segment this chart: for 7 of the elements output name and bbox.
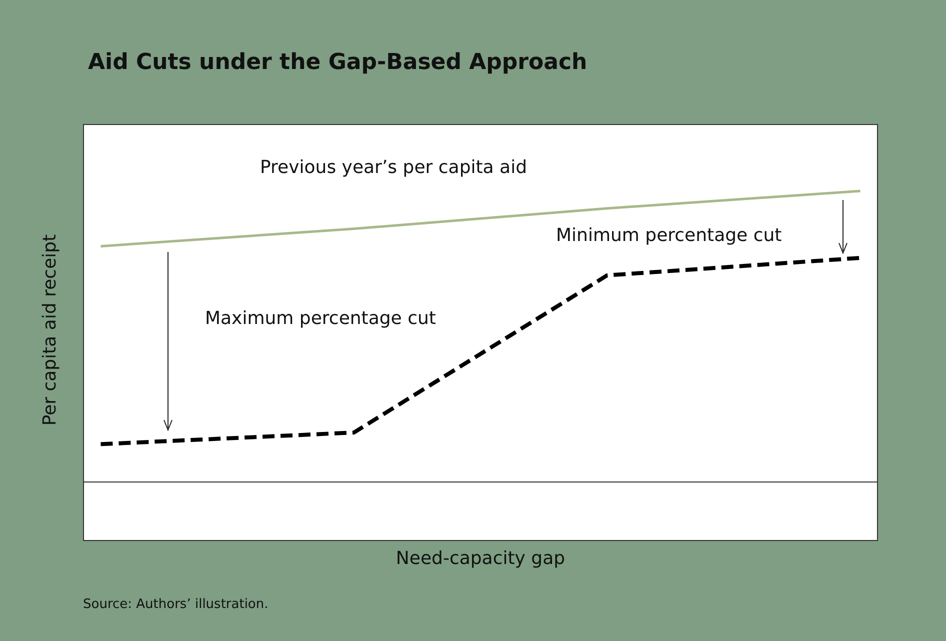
chart-title: Aid Cuts under the Gap-Based Approach (88, 50, 588, 75)
text: Previous year’s per capita aid (260, 157, 528, 178)
x-axis-title: Need-capacity gap (394, 548, 566, 569)
y-axis-title: Per capita aid receipt (40, 234, 60, 426)
annotation: Maximum percentage cut (205, 308, 436, 329)
annotation: Minimum percentage cut (556, 225, 782, 246)
source-note: Source: Authors’ illustration. (83, 597, 268, 612)
